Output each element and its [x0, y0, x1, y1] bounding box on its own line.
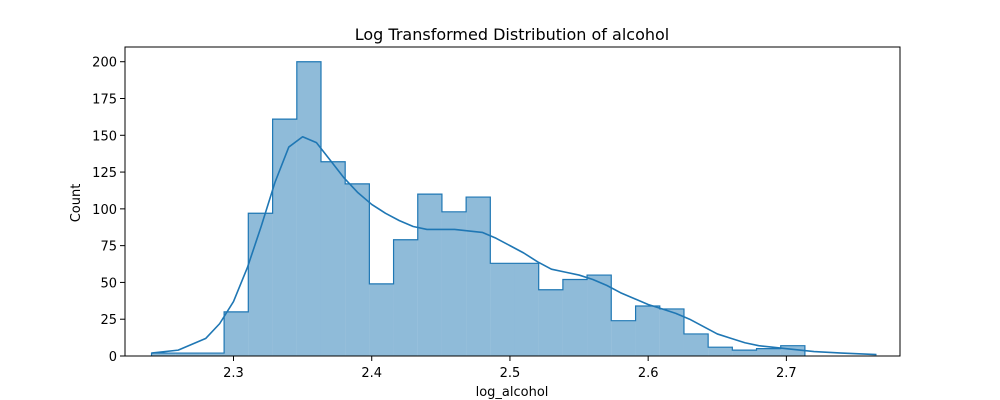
- histogram-bar: [732, 350, 757, 356]
- x-axis-label: log_alcohol: [476, 385, 549, 400]
- y-tick-label: 150: [92, 129, 117, 144]
- histogram-step-outline: [150, 61, 806, 356]
- x-tick-label: 2.3: [223, 366, 244, 381]
- histogram-bar: [538, 289, 563, 356]
- y-tick-label: 25: [100, 313, 117, 328]
- histogram-bar: [369, 283, 394, 356]
- y-axis: 0 25 50 75 100 125 150 175 200: [92, 56, 125, 365]
- plot-frame: [124, 46, 901, 357]
- histogram-bar: [756, 348, 781, 356]
- y-axis-label: Count: [69, 184, 84, 223]
- y-tick-label: 125: [92, 166, 117, 181]
- histogram-bar: [199, 353, 225, 356]
- y-tick-label: 50: [100, 276, 117, 291]
- chart-title: Log Transformed Distribution of alcohol: [355, 25, 669, 44]
- y-tick-label: 175: [92, 93, 117, 108]
- x-tick-label: 2.6: [638, 366, 659, 381]
- histogram-bar: [635, 305, 660, 356]
- y-tick-label: 75: [100, 240, 117, 255]
- histogram-bar: [683, 333, 709, 356]
- histogram-bar: [562, 279, 588, 356]
- histogram-bar: [587, 275, 612, 356]
- histogram-bar: [490, 263, 515, 356]
- histogram-bar: [466, 197, 491, 356]
- y-tick-label: 200: [92, 56, 117, 71]
- histogram-bar: [611, 320, 636, 356]
- y-tick-label: 100: [92, 203, 117, 218]
- x-tick-label: 2.4: [361, 366, 382, 381]
- histogram-bar: [224, 311, 249, 356]
- histogram-bar: [296, 61, 321, 356]
- kde-curve: [151, 135, 877, 356]
- x-tick-label: 2.5: [500, 366, 521, 381]
- x-tick-label: 2.7: [776, 366, 797, 381]
- histogram-bar: [345, 183, 370, 356]
- y-tick-label: 0: [109, 350, 117, 365]
- histogram-bar: [175, 353, 200, 356]
- histogram-bar: [514, 263, 539, 356]
- histogram-bar: [780, 345, 805, 356]
- x-axis: 2.3 2.4 2.5 2.6 2.7: [223, 356, 797, 381]
- histogram-bar: [417, 194, 442, 356]
- histogram-bar: [151, 353, 176, 356]
- histogram-bar: [708, 347, 733, 356]
- histogram-bar: [393, 239, 418, 356]
- histogram-bar: [441, 211, 467, 356]
- histogram-bar: [272, 119, 297, 356]
- histogram-bar: [320, 161, 346, 356]
- histogram-bar: [659, 308, 684, 356]
- kde-layer: [151, 135, 877, 356]
- histogram-bar: [248, 213, 273, 356]
